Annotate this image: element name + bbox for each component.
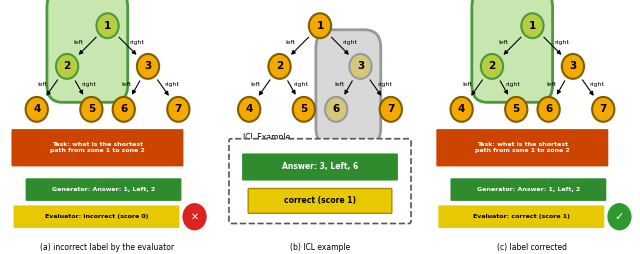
Circle shape (606, 202, 632, 231)
Text: right: right (129, 40, 145, 45)
FancyBboxPatch shape (438, 205, 604, 228)
Text: 5: 5 (88, 104, 95, 114)
Text: left: left (498, 40, 508, 45)
Circle shape (56, 54, 78, 79)
Text: 3: 3 (357, 61, 364, 71)
Circle shape (325, 97, 348, 122)
Circle shape (167, 97, 189, 122)
Text: Task: what is the shortest
path from zone 1 to zone 2: Task: what is the shortest path from zon… (50, 142, 145, 153)
Circle shape (538, 97, 560, 122)
Circle shape (97, 13, 118, 38)
Text: Generator: Answer: 1, Left, 2: Generator: Answer: 1, Left, 2 (477, 187, 580, 192)
Text: 2: 2 (63, 61, 71, 71)
Text: 1: 1 (104, 21, 111, 31)
Text: Answer: 3, Left, 6: Answer: 3, Left, 6 (282, 163, 358, 171)
Circle shape (113, 97, 135, 122)
Text: 6: 6 (120, 104, 127, 114)
Circle shape (181, 202, 208, 231)
Text: Evaluator: incorrect (score 0): Evaluator: incorrect (score 0) (45, 214, 148, 219)
Text: correct (score 1): correct (score 1) (284, 196, 356, 205)
Text: right: right (342, 40, 356, 45)
Text: right: right (81, 82, 96, 87)
FancyBboxPatch shape (26, 178, 181, 201)
FancyBboxPatch shape (472, 0, 552, 102)
Text: right: right (293, 82, 308, 87)
Text: right: right (165, 82, 180, 87)
FancyBboxPatch shape (229, 139, 411, 224)
Text: left: left (547, 82, 557, 87)
Text: (c) label corrected: (c) label corrected (497, 243, 568, 252)
Text: Evaluator: correct (score 1): Evaluator: correct (score 1) (473, 214, 570, 219)
Text: left: left (38, 82, 48, 87)
Text: left: left (250, 82, 260, 87)
Text: right: right (506, 82, 521, 87)
Text: ✕: ✕ (191, 212, 198, 222)
Text: 1: 1 (316, 21, 324, 31)
FancyBboxPatch shape (248, 188, 392, 213)
Circle shape (505, 97, 527, 122)
Circle shape (238, 97, 260, 122)
Circle shape (292, 97, 315, 122)
Text: right: right (378, 82, 392, 87)
Text: 4: 4 (33, 104, 40, 114)
Text: left: left (73, 40, 83, 45)
Text: Task: what is the shortest
path from zone 1 to zone 2: Task: what is the shortest path from zon… (475, 142, 570, 153)
Circle shape (522, 13, 543, 38)
FancyBboxPatch shape (47, 0, 128, 102)
Text: 1: 1 (529, 21, 536, 31)
FancyBboxPatch shape (436, 129, 608, 166)
Text: left: left (122, 82, 132, 87)
Circle shape (592, 97, 614, 122)
Text: ✓: ✓ (615, 212, 624, 222)
Circle shape (137, 54, 159, 79)
Circle shape (268, 54, 291, 79)
Text: 2: 2 (488, 61, 495, 71)
Text: 6: 6 (333, 104, 340, 114)
Text: right: right (589, 82, 605, 87)
Text: 4: 4 (246, 104, 253, 114)
Circle shape (309, 13, 331, 38)
Text: 3: 3 (145, 61, 152, 71)
Text: 5: 5 (513, 104, 520, 114)
Text: 5: 5 (300, 104, 307, 114)
Text: 6: 6 (545, 104, 552, 114)
Circle shape (380, 97, 402, 122)
Circle shape (80, 97, 102, 122)
FancyBboxPatch shape (13, 205, 179, 228)
Text: left: left (334, 82, 344, 87)
Text: 2: 2 (276, 61, 283, 71)
Circle shape (481, 54, 503, 79)
Text: (b) ICL example: (b) ICL example (290, 243, 350, 252)
FancyBboxPatch shape (316, 30, 381, 146)
Text: left: left (285, 40, 296, 45)
FancyBboxPatch shape (451, 178, 606, 201)
Text: (a) incorrect label by the evaluator: (a) incorrect label by the evaluator (40, 243, 175, 252)
Text: Generator: Answer: 1, Left, 2: Generator: Answer: 1, Left, 2 (52, 187, 155, 192)
FancyBboxPatch shape (242, 153, 398, 181)
Circle shape (562, 54, 584, 79)
Text: right: right (554, 40, 569, 45)
FancyBboxPatch shape (12, 129, 184, 166)
Text: 7: 7 (387, 104, 394, 114)
Circle shape (26, 97, 48, 122)
Text: left: left (463, 82, 473, 87)
Text: 7: 7 (600, 104, 607, 114)
Circle shape (451, 97, 473, 122)
Text: 7: 7 (175, 104, 182, 114)
Circle shape (349, 54, 372, 79)
Text: ICL Example: ICL Example (243, 133, 291, 142)
Text: 3: 3 (569, 61, 577, 71)
Text: 4: 4 (458, 104, 465, 114)
